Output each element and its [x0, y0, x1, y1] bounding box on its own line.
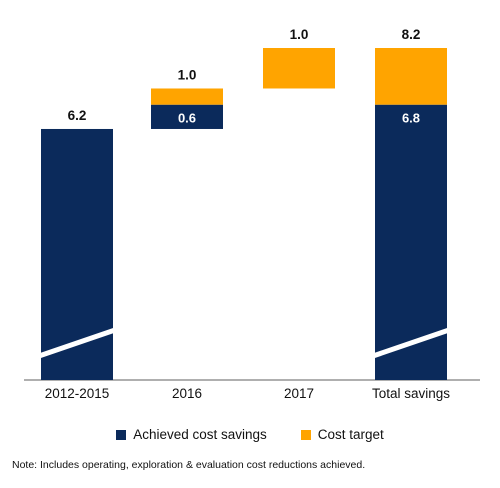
bar-target-2 — [263, 48, 335, 89]
bar-inner-label-3: 6.8 — [402, 111, 420, 126]
axis-break-3 — [370, 327, 452, 359]
category-label-3: Total savings — [372, 386, 450, 401]
bar-achieved-0 — [41, 128, 113, 380]
legend-label-target: Cost target — [317, 427, 384, 442]
bar-total-label-0: 6.2 — [68, 108, 87, 123]
bar-total-label-2: 1.0 — [290, 27, 309, 42]
legend: Achieved cost savings Cost target — [0, 427, 500, 442]
chart-note: Note: Includes operating, exploration & … — [12, 459, 366, 471]
bar-target-1 — [151, 88, 223, 105]
bar-total-label-3: 8.2 — [402, 27, 421, 42]
target-swatch — [300, 429, 311, 440]
bar-target-3 — [375, 48, 447, 105]
category-label-0: 2012-2015 — [45, 386, 110, 401]
axis-break-0 — [36, 327, 118, 359]
legend-label-achieved: Achieved cost savings — [133, 427, 267, 442]
legend-item-target: Cost target — [300, 427, 384, 442]
category-label-1: 2016 — [172, 386, 202, 401]
bar-achieved-1 — [151, 104, 223, 129]
bar-inner-label-1: 0.6 — [178, 111, 196, 126]
bar-achieved-3 — [375, 104, 447, 381]
achieved-swatch — [116, 429, 127, 440]
category-label-2: 2017 — [284, 386, 314, 401]
legend-item-achieved: Achieved cost savings — [116, 427, 267, 442]
bar-total-label-1: 1.0 — [178, 67, 197, 82]
